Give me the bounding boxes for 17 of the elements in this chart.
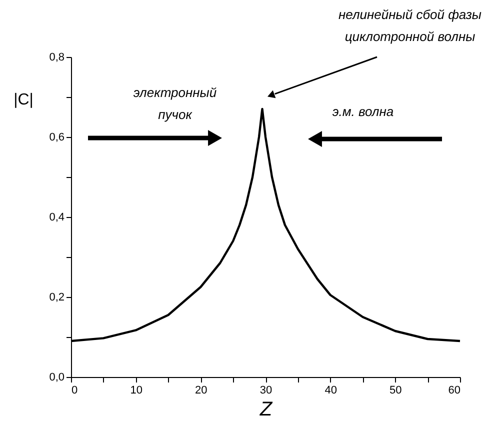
text: нелинейный сбой фазы циклотронной волны	[338, 7, 482, 44]
x-axis-title: Z	[258, 398, 273, 420]
x-tick-label: 60	[448, 384, 460, 396]
x-tick-label: 30	[260, 384, 272, 396]
x-tick-label: 50	[390, 384, 402, 396]
y-tick-label: 0,8	[49, 52, 64, 64]
y-axis-title: |C|	[14, 92, 34, 108]
annotation: э.м. волна	[332, 104, 394, 119]
y-tick-label: 0,2	[49, 292, 64, 304]
x-tick-label: 20	[195, 384, 208, 396]
annotation: электронный пучок	[133, 85, 217, 122]
x-tick-label: 40	[324, 384, 337, 396]
y-tick-label: 0,4	[49, 212, 64, 224]
y-tick-label: 0,6	[49, 132, 64, 144]
x-tick-label: 10	[130, 384, 142, 396]
x-tick-label: 0	[72, 384, 78, 396]
y-tick-label: 0,0	[49, 372, 64, 384]
